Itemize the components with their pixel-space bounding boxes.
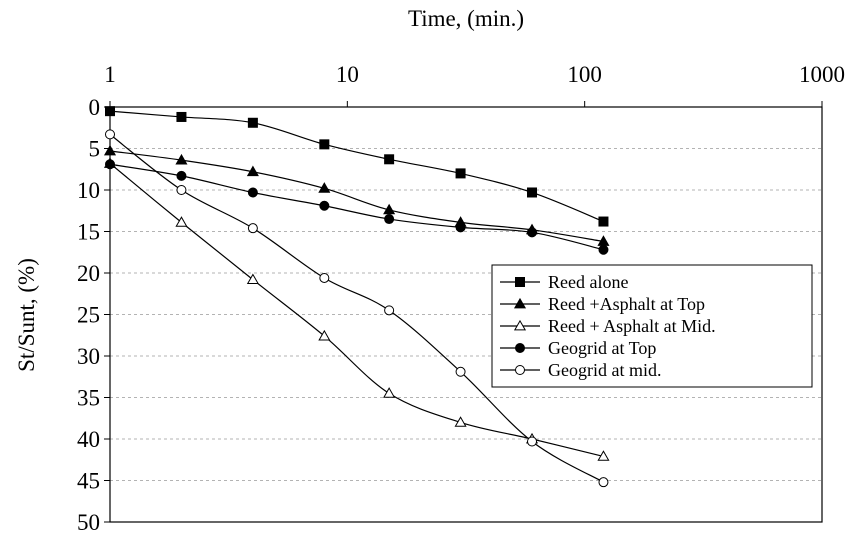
triangle-marker	[318, 329, 331, 341]
axes: 0 5 10 15 20 25 30 35 40 45 50 1 10 100 1000	[77, 62, 845, 535]
y-tick-label: 0	[89, 95, 101, 120]
y-tick-label: 5	[89, 137, 101, 162]
square-marker	[598, 216, 609, 227]
x-tick-label: 1	[104, 62, 116, 87]
circle-marker	[176, 185, 187, 195]
circle-marker	[527, 436, 538, 447]
square-marker	[105, 106, 115, 117]
legend-label: Reed + Asphalt at Mid.	[548, 316, 716, 336]
circle-marker	[384, 305, 395, 316]
y-tick-label: 40	[77, 427, 100, 452]
legend-label: Reed alone	[548, 272, 628, 292]
series-line	[109, 163, 604, 251]
circle-marker	[515, 343, 525, 353]
circle-marker	[384, 214, 395, 225]
square-marker	[515, 277, 525, 287]
circle-marker	[527, 227, 538, 238]
circle-marker	[455, 222, 466, 233]
legend-label: Reed +Asphalt at Top	[548, 294, 705, 314]
circle-marker	[247, 223, 258, 234]
series	[105, 159, 609, 255]
y-tick-label: 20	[77, 261, 100, 286]
series-line	[109, 150, 604, 243]
y-tick-label: 35	[77, 386, 100, 411]
x-tick-label: 1000	[799, 62, 845, 87]
triangle-marker	[513, 297, 527, 309]
x-tick-label: 100	[567, 62, 602, 87]
legend-label: Geogrid at mid.	[548, 360, 661, 380]
series	[105, 106, 609, 227]
square-marker	[384, 154, 395, 165]
y-tick-label: 30	[77, 344, 100, 369]
x-tick-label: 10	[336, 62, 359, 87]
grid-lines	[110, 148, 822, 481]
circle-marker	[105, 159, 115, 170]
y-tick-label: 50	[77, 510, 100, 535]
circle-marker	[455, 366, 466, 377]
triangle-marker	[246, 165, 259, 177]
triangle-marker	[103, 144, 117, 156]
triangle-marker	[454, 416, 467, 427]
legend-box	[491, 264, 813, 388]
y-tick-label: 15	[77, 220, 100, 245]
triangle-marker	[318, 182, 331, 193]
circle-marker	[319, 272, 330, 283]
y-tick-label: 45	[77, 469, 100, 494]
triangle-marker	[383, 203, 396, 215]
series	[105, 129, 609, 488]
square-marker	[319, 139, 330, 150]
triangle-marker	[513, 319, 527, 331]
triangle-marker	[246, 273, 259, 285]
circle-marker	[105, 129, 115, 140]
triangle-marker	[383, 387, 396, 398]
y-axis-title: St/Sunt, (%)	[14, 258, 39, 372]
circle-marker	[598, 477, 609, 488]
square-marker	[176, 111, 187, 122]
circle-marker	[598, 244, 609, 255]
triangle-marker	[175, 153, 188, 165]
series-line	[109, 110, 604, 223]
series-layer	[103, 106, 610, 488]
circle-marker	[247, 187, 258, 198]
series-line	[109, 133, 604, 483]
x-axis-title: Time, (min.)	[408, 6, 524, 31]
circle-marker	[515, 365, 525, 375]
y-tick-label: 10	[77, 178, 100, 203]
square-marker	[455, 168, 466, 179]
circle-marker	[319, 200, 330, 211]
square-marker	[247, 117, 258, 128]
series	[103, 144, 610, 246]
triangle-marker	[175, 216, 188, 227]
legend-label: Geogrid at Top	[548, 338, 656, 358]
triangle-marker	[597, 450, 610, 461]
circle-marker	[176, 170, 187, 181]
y-tick-label: 25	[77, 303, 100, 328]
square-marker	[527, 187, 538, 198]
